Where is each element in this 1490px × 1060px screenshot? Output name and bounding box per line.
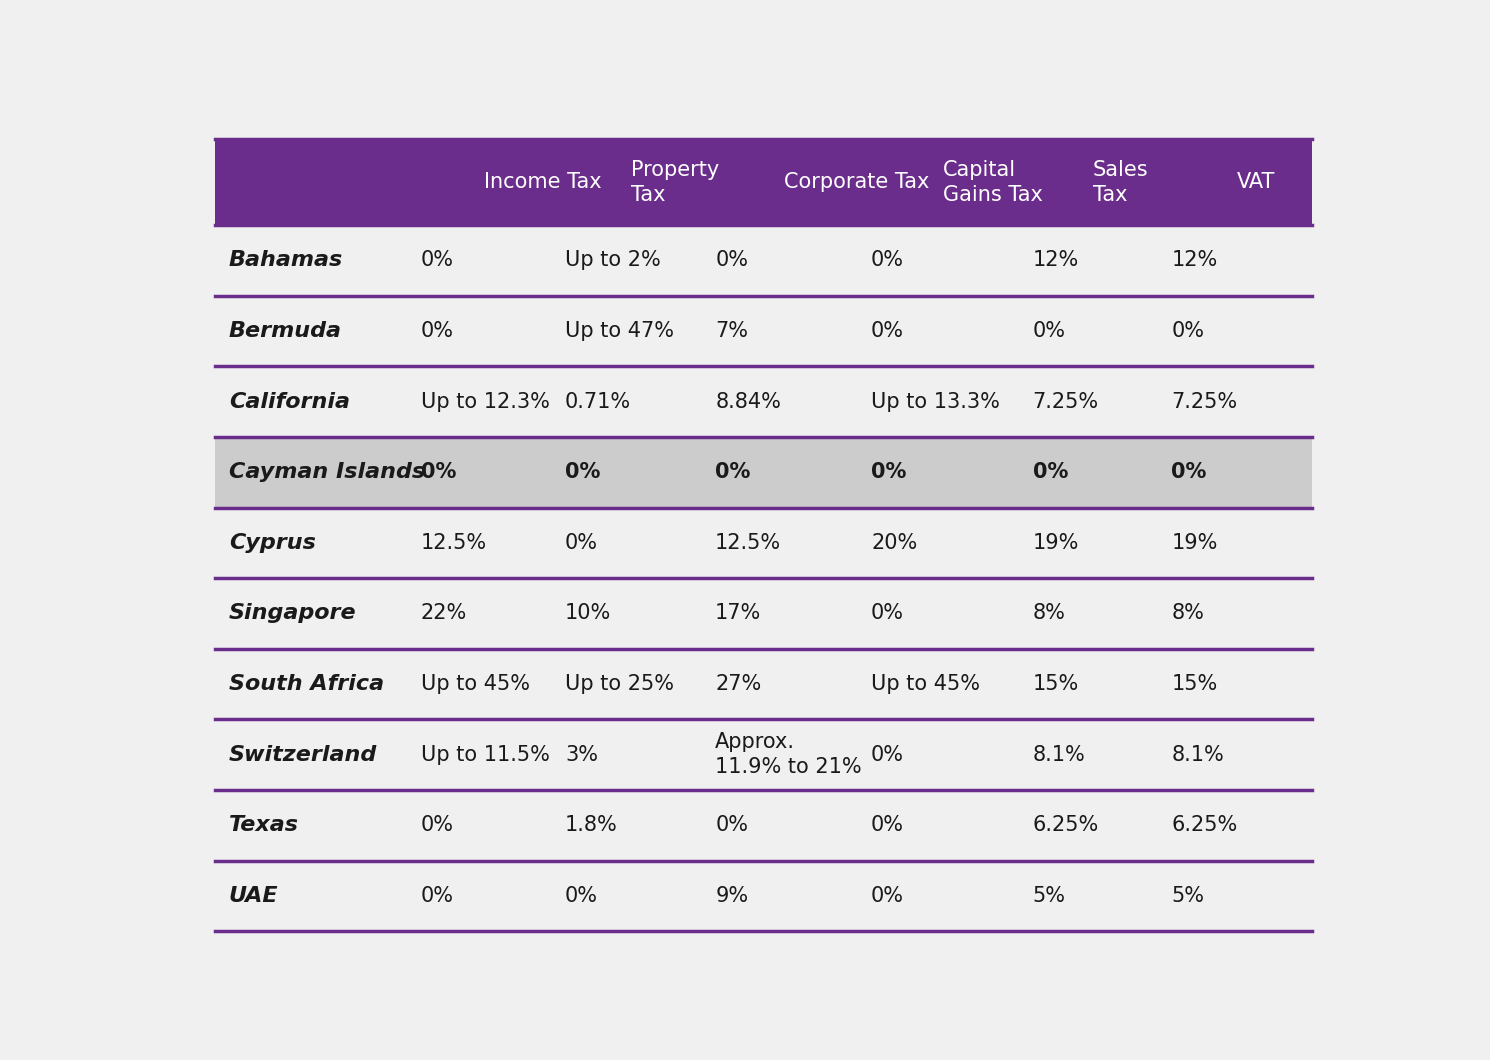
Bar (215, 140, 1313, 225)
Text: 0%: 0% (1171, 321, 1204, 341)
Bar (215, 296, 1313, 367)
Text: UAE: UAE (229, 886, 279, 906)
Text: 0%: 0% (565, 533, 597, 553)
Text: 0.71%: 0.71% (565, 391, 632, 411)
Bar (215, 367, 1313, 437)
Text: Property
Tax: Property Tax (630, 160, 720, 205)
Text: Bermuda: Bermuda (229, 321, 343, 341)
Text: Cayman Islands: Cayman Islands (229, 462, 425, 482)
Text: 0%: 0% (872, 815, 904, 835)
Text: Up to 13.3%: Up to 13.3% (872, 391, 1000, 411)
Text: Singapore: Singapore (229, 603, 356, 623)
Text: Up to 47%: Up to 47% (565, 321, 673, 341)
Text: 15%: 15% (1171, 674, 1217, 694)
Text: Income Tax: Income Tax (484, 173, 602, 192)
Text: 7%: 7% (715, 321, 748, 341)
Text: Up to 45%: Up to 45% (872, 674, 980, 694)
Bar (215, 790, 1313, 861)
Text: Up to 12.3%: Up to 12.3% (420, 391, 550, 411)
Text: 20%: 20% (872, 533, 918, 553)
Text: Sales
Tax: Sales Tax (1092, 160, 1149, 205)
Text: 0%: 0% (565, 886, 597, 906)
Text: 0%: 0% (872, 886, 904, 906)
Text: 3%: 3% (565, 745, 597, 764)
Text: 27%: 27% (715, 674, 761, 694)
Text: 19%: 19% (1033, 533, 1079, 553)
Text: 0%: 0% (420, 886, 453, 906)
Text: 0%: 0% (420, 815, 453, 835)
Text: 9%: 9% (715, 886, 748, 906)
Text: 0%: 0% (715, 250, 748, 270)
Text: 0%: 0% (715, 815, 748, 835)
Text: 0%: 0% (420, 250, 453, 270)
Text: 0%: 0% (872, 250, 904, 270)
Text: Capital
Gains Tax: Capital Gains Tax (943, 160, 1043, 205)
Text: 8.1%: 8.1% (1171, 745, 1223, 764)
Text: 0%: 0% (1033, 462, 1068, 482)
Text: 0%: 0% (872, 603, 904, 623)
Text: Up to 45%: Up to 45% (420, 674, 529, 694)
Bar (215, 861, 1313, 931)
Text: 6.25%: 6.25% (1171, 815, 1238, 835)
Bar (215, 720, 1313, 790)
Text: VAT: VAT (1237, 173, 1275, 192)
Text: 12.5%: 12.5% (715, 533, 781, 553)
Text: 0%: 0% (872, 462, 906, 482)
Text: 8%: 8% (1171, 603, 1204, 623)
Text: 15%: 15% (1033, 674, 1079, 694)
Bar (215, 649, 1313, 720)
Text: Approx.
11.9% to 21%: Approx. 11.9% to 21% (715, 732, 861, 777)
Text: Texas: Texas (229, 815, 299, 835)
Text: 12%: 12% (1171, 250, 1217, 270)
Text: 12.5%: 12.5% (420, 533, 487, 553)
Text: 0%: 0% (872, 745, 904, 764)
Text: 0%: 0% (715, 462, 751, 482)
Text: Cyprus: Cyprus (229, 533, 316, 553)
Text: 8.84%: 8.84% (715, 391, 781, 411)
Text: Up to 2%: Up to 2% (565, 250, 660, 270)
Text: 0%: 0% (420, 462, 456, 482)
Text: 8.1%: 8.1% (1033, 745, 1085, 764)
Text: 0%: 0% (565, 462, 600, 482)
Bar (215, 578, 1313, 649)
Text: Corporate Tax: Corporate Tax (784, 173, 930, 192)
Text: California: California (229, 391, 350, 411)
Text: 6.25%: 6.25% (1033, 815, 1100, 835)
Text: 12%: 12% (1033, 250, 1079, 270)
Text: 8%: 8% (1033, 603, 1065, 623)
Text: 0%: 0% (872, 321, 904, 341)
Text: 22%: 22% (420, 603, 466, 623)
Text: Up to 11.5%: Up to 11.5% (420, 745, 550, 764)
Text: Up to 25%: Up to 25% (565, 674, 673, 694)
Text: Bahamas: Bahamas (229, 250, 343, 270)
Bar (215, 225, 1313, 296)
Text: 5%: 5% (1033, 886, 1065, 906)
Bar (215, 437, 1313, 508)
Text: 0%: 0% (420, 321, 453, 341)
Text: 0%: 0% (1171, 462, 1207, 482)
Text: 10%: 10% (565, 603, 611, 623)
Text: 19%: 19% (1171, 533, 1217, 553)
Text: 7.25%: 7.25% (1033, 391, 1098, 411)
Text: 5%: 5% (1171, 886, 1204, 906)
Text: South Africa: South Africa (229, 674, 384, 694)
Text: 1.8%: 1.8% (565, 815, 618, 835)
Text: 17%: 17% (715, 603, 761, 623)
Text: 0%: 0% (1033, 321, 1065, 341)
Bar (215, 508, 1313, 578)
Text: Switzerland: Switzerland (229, 745, 377, 764)
Text: 7.25%: 7.25% (1171, 391, 1237, 411)
